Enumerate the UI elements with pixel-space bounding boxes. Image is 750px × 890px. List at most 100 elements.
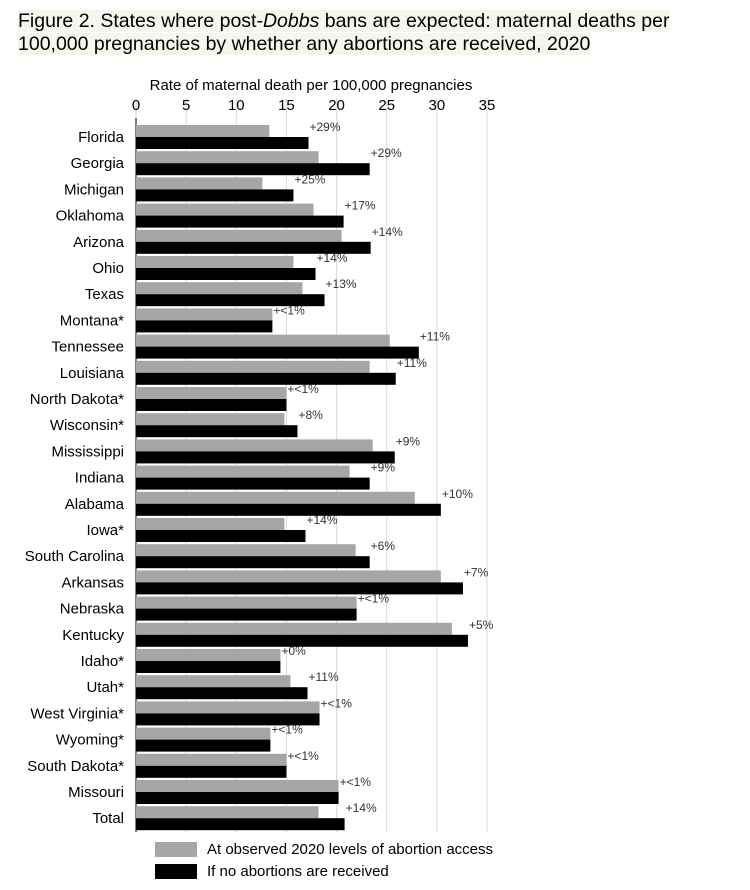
- data-label-change: +0%: [281, 644, 306, 658]
- data-label-change: +11%: [308, 670, 338, 684]
- legend-swatch-no-abortions: [155, 863, 197, 879]
- data-label-change: +5%: [469, 618, 494, 632]
- legend-item-no-abortions: If no abortions are received: [155, 860, 493, 882]
- category-label: North Dakota*: [30, 391, 124, 408]
- bar-chart: Rate of maternal death per 100,000 pregn…: [25, 77, 496, 832]
- legend-item-observed: At observed 2020 levels of abortion acce…: [155, 838, 493, 860]
- x-tick-label: 20: [328, 97, 345, 114]
- bar-observed: [136, 203, 314, 216]
- category-label: Michigan: [64, 181, 124, 198]
- data-label-change: +25%: [294, 172, 325, 186]
- category-label: Total: [92, 810, 124, 827]
- category-label: Idaho*: [81, 653, 125, 670]
- bar-observed: [136, 491, 415, 504]
- bar-observed: [136, 622, 452, 635]
- bar-observed: [136, 701, 320, 714]
- data-label-change: +9%: [371, 461, 396, 475]
- chart-title-italic: Dobbs: [262, 10, 320, 32]
- category-labels: Florida Georgia Michigan Oklahoma Arizona Ohi…: [25, 129, 125, 827]
- bar-no-abortions: [136, 346, 419, 359]
- bar-observed: [136, 544, 356, 557]
- category-label: Georgia: [71, 155, 125, 172]
- bar-no-abortions: [136, 739, 271, 752]
- bar-observed: [136, 753, 287, 766]
- bar-observed: [136, 151, 319, 164]
- category-label: Iowa*: [86, 522, 124, 539]
- bar-no-abortions: [136, 765, 287, 778]
- category-label: Wisconsin*: [50, 417, 124, 434]
- data-label-change: +17%: [345, 199, 376, 213]
- x-tick-labels: 0 5 10 15 20 25 30 35: [132, 97, 496, 114]
- data-label-change: +11%: [420, 330, 450, 344]
- bars: [136, 125, 468, 831]
- bar-no-abortions: [136, 530, 306, 542]
- data-label-change: +14%: [317, 251, 348, 265]
- bar-observed: [136, 465, 350, 478]
- x-tick-label: 30: [429, 97, 446, 114]
- data-label-change: +8%: [298, 408, 323, 422]
- category-label: Mississippi: [51, 443, 124, 460]
- category-label: Texas: [85, 286, 124, 303]
- category-label: Montana*: [60, 312, 124, 329]
- x-tick-label: 5: [182, 97, 190, 114]
- bar-observed: [136, 387, 287, 399]
- data-label-change: +7%: [464, 565, 489, 579]
- legend-swatch-observed: [155, 841, 197, 857]
- data-label-change: +11%: [397, 356, 427, 370]
- bar-no-abortions: [136, 241, 371, 254]
- bar-no-abortions: [136, 294, 325, 307]
- data-label-change: +29%: [371, 146, 402, 160]
- bar-observed: [136, 229, 342, 242]
- bar-observed: [136, 125, 270, 137]
- bar-no-abortions: [136, 399, 287, 411]
- bar-no-abortions: [136, 661, 281, 673]
- data-label-change: +10%: [442, 487, 473, 501]
- bar-no-abortions: [136, 582, 463, 595]
- chart-title-block: Figure 2. States where post-Dobbs bans a…: [18, 10, 738, 56]
- bar-observed: [136, 177, 263, 190]
- data-label-change: +<1%: [271, 723, 303, 737]
- bar-no-abortions: [136, 137, 309, 149]
- data-label-change: +14%: [346, 801, 377, 815]
- bar-observed: [136, 413, 285, 426]
- category-label: West Virginia*: [30, 705, 124, 722]
- x-tick-label: 10: [228, 97, 245, 114]
- category-label: Arkansas: [61, 574, 124, 591]
- bar-observed: [136, 518, 285, 530]
- bar-no-abortions: [136, 713, 320, 726]
- bar-no-abortions: [136, 215, 344, 228]
- data-label-change: +<1%: [321, 696, 353, 710]
- data-label-change: +<1%: [358, 592, 390, 606]
- x-tick-label: 35: [479, 97, 496, 114]
- bar-no-abortions: [136, 477, 370, 490]
- bar-observed: [136, 570, 441, 583]
- bar-observed: [136, 806, 319, 819]
- bar-no-abortions: [136, 268, 316, 280]
- data-label-change: +14%: [372, 225, 403, 239]
- chart-title-prefix: Figure 2. States where post-: [18, 10, 263, 32]
- bar-no-abortions: [136, 451, 395, 464]
- data-label-change: +6%: [371, 539, 396, 553]
- category-label: South Dakota*: [27, 758, 124, 775]
- bar-no-abortions: [136, 608, 357, 621]
- category-label: Utah*: [86, 679, 124, 696]
- bar-no-abortions: [136, 792, 339, 804]
- bar-observed: [136, 675, 291, 688]
- bar-observed: [136, 596, 357, 609]
- bar-observed: [136, 439, 373, 452]
- bar-observed: [136, 360, 370, 373]
- category-label: Louisiana: [60, 365, 125, 382]
- legend-label-observed: At observed 2020 levels of abortion acce…: [207, 840, 494, 858]
- x-tick-label: 25: [378, 97, 395, 114]
- bar-observed: [136, 727, 271, 740]
- data-label-change: +9%: [396, 434, 421, 448]
- category-label: Missouri: [68, 784, 124, 801]
- category-label: Nebraska: [60, 601, 125, 618]
- bar-no-abortions: [136, 556, 370, 569]
- bar-observed: [136, 256, 294, 268]
- category-label: Wyoming*: [56, 732, 124, 749]
- category-label: Indiana: [75, 470, 125, 487]
- bar-no-abortions: [136, 687, 308, 700]
- bar-no-abortions: [136, 425, 298, 438]
- data-label-change: +29%: [309, 120, 340, 134]
